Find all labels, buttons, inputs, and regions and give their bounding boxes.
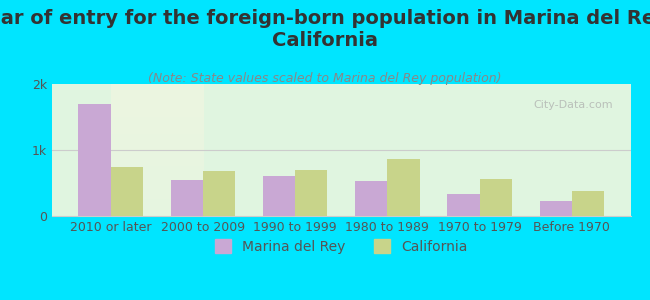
Bar	[111, 167, 143, 216]
Bar	[355, 181, 387, 216]
Text: City-Data.com: City-Data.com	[534, 100, 613, 110]
Bar	[540, 202, 572, 216]
Text: Year of entry for the foreign-born population in Marina del Rey,
California: Year of entry for the foreign-born popul…	[0, 9, 650, 50]
Bar	[78, 104, 111, 216]
Bar	[387, 159, 420, 216]
Bar	[295, 170, 328, 216]
Bar	[572, 191, 604, 216]
Bar	[203, 171, 235, 216]
Bar	[447, 194, 480, 216]
Bar	[480, 179, 512, 216]
Bar	[263, 176, 295, 216]
Text: (Note: State values scaled to Marina del Rey population): (Note: State values scaled to Marina del…	[148, 72, 502, 85]
Legend: Marina del Rey, California: Marina del Rey, California	[209, 233, 473, 259]
Bar	[170, 180, 203, 216]
